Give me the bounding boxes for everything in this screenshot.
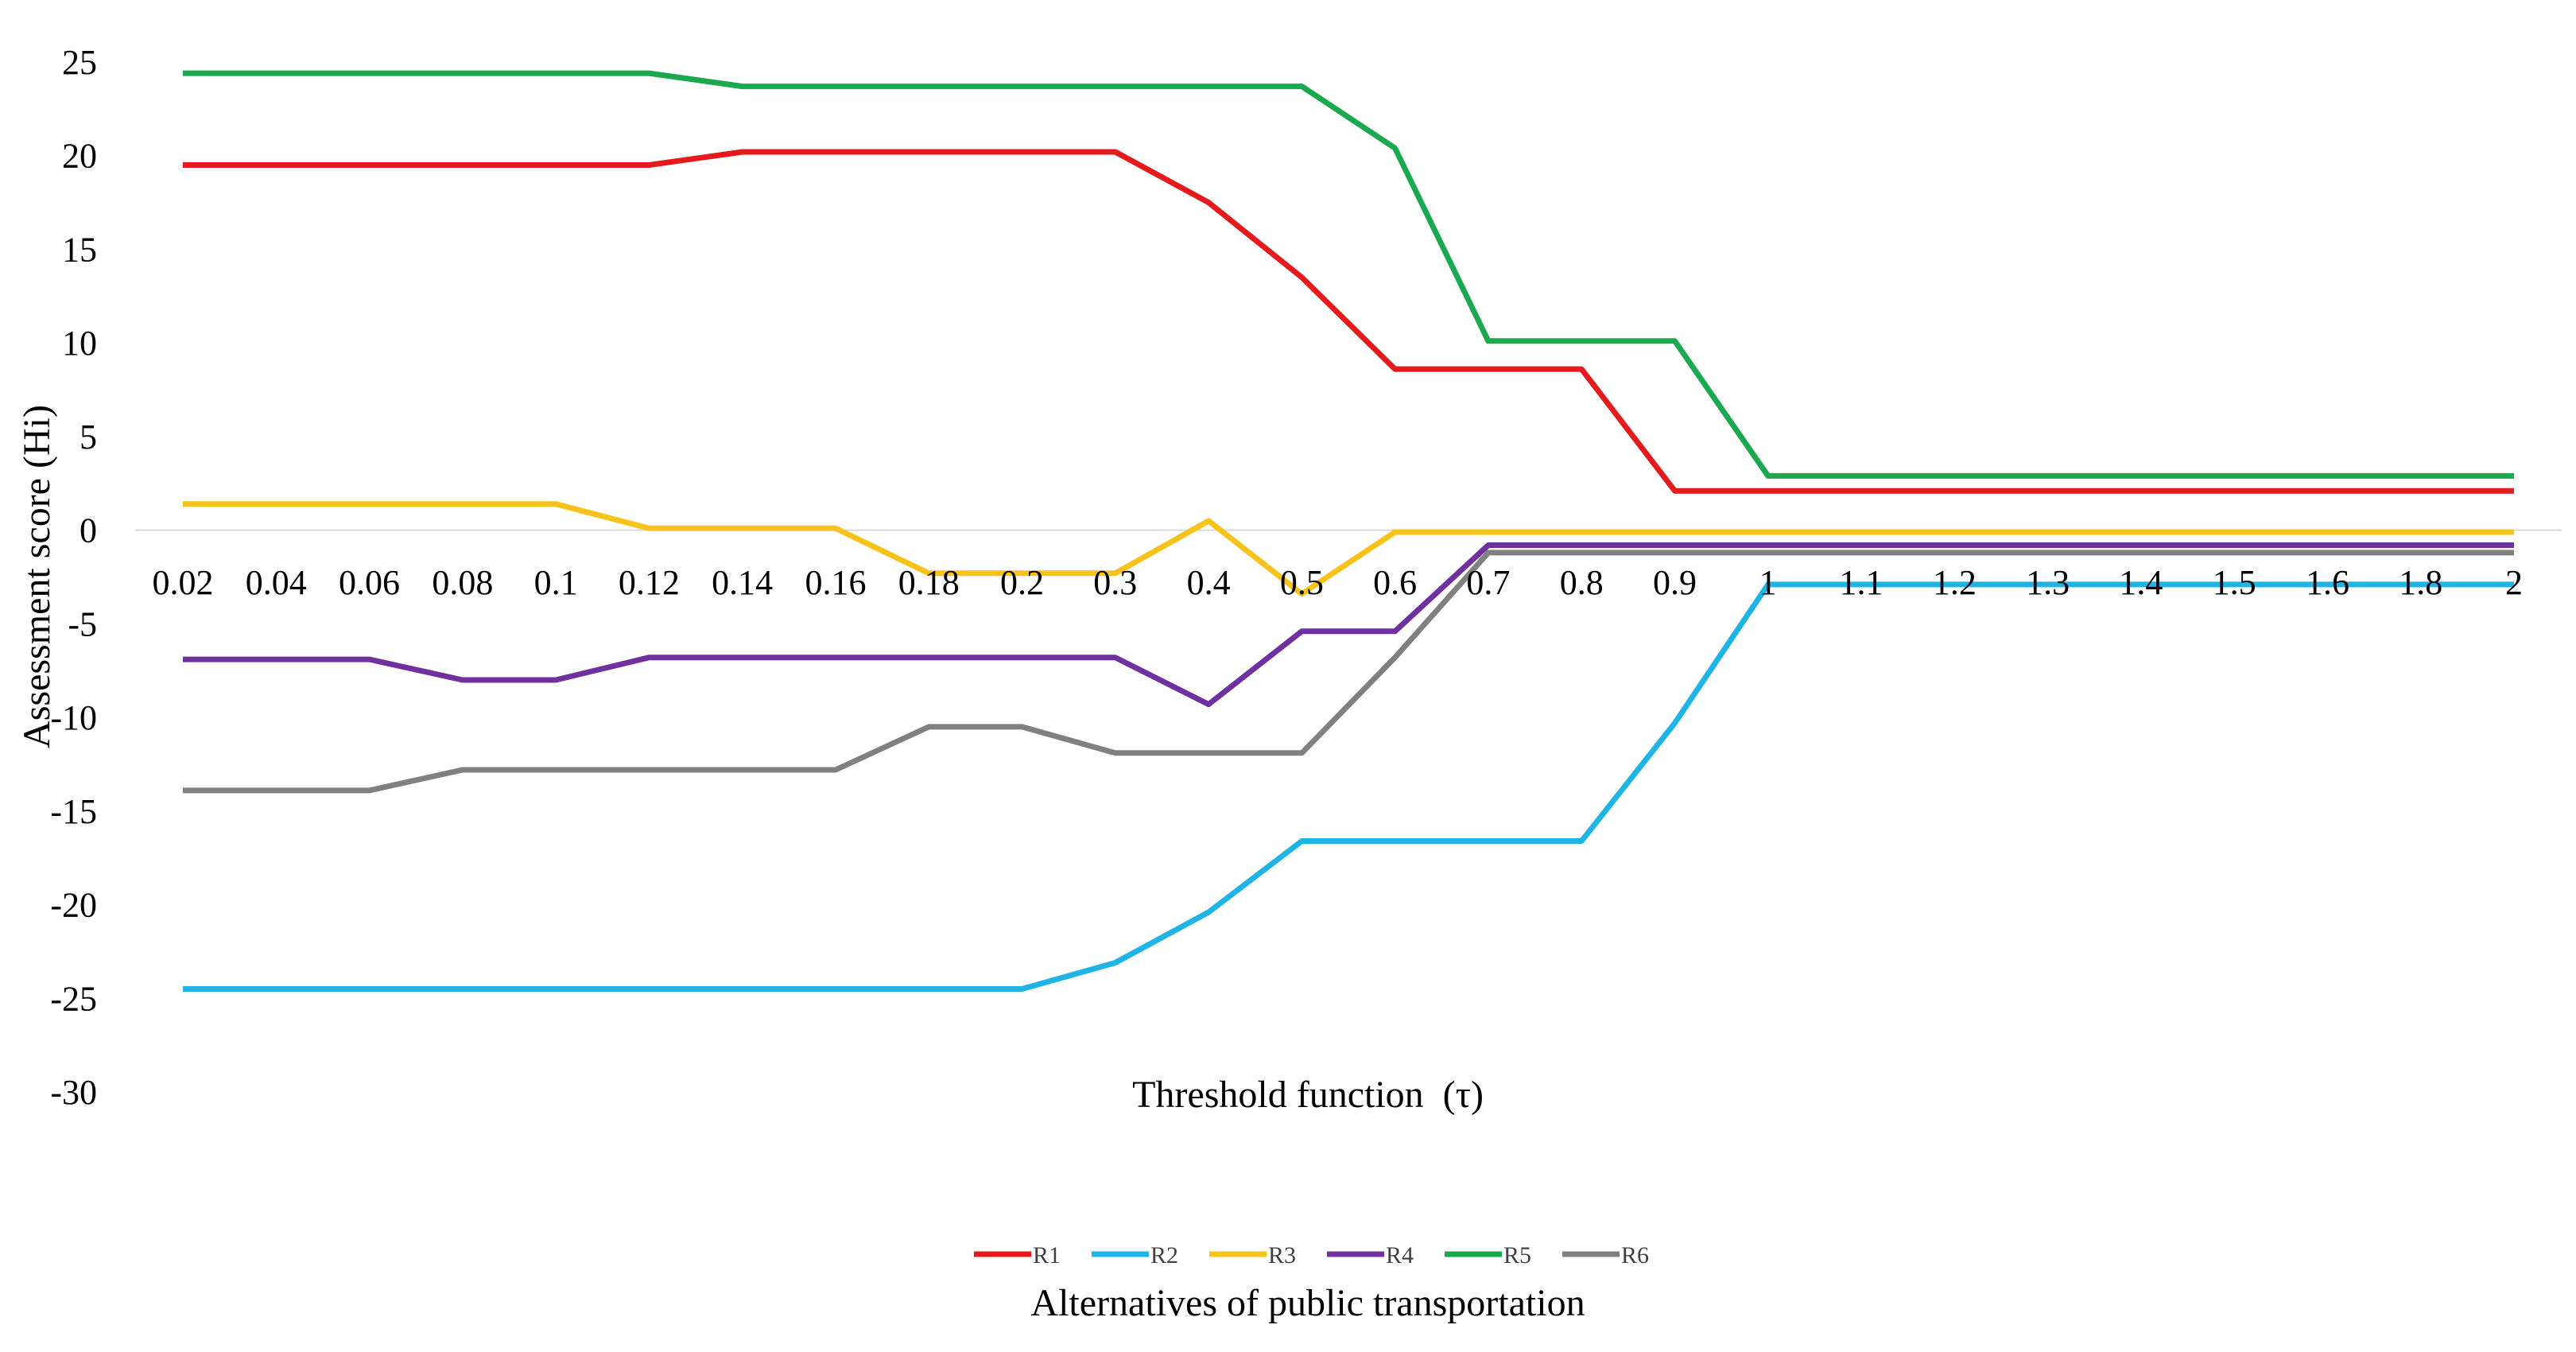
legend-label: R5 [1503,1242,1531,1268]
x-tick-label: 0.1 [534,563,578,602]
x-tick-label: 1.8 [2399,563,2442,602]
series-line-r2 [183,581,2514,992]
y-tick-label: 0 [80,511,97,550]
legend-label: R2 [1150,1242,1178,1268]
x-tick-label: 0.12 [619,563,680,602]
legend-label: R4 [1386,1242,1414,1268]
x-tick-label: 0.06 [339,563,400,602]
x-tick-label: 0.02 [153,563,214,602]
y-tick-label: -5 [68,604,97,643]
y-tick-label: 5 [80,418,97,456]
series-line-r6 [183,550,2514,794]
series-line-r1 [183,149,2514,494]
legend-item-r1: R1 [974,1242,1061,1268]
x-tick-label: 2 [2505,563,2523,602]
y-tick-label: 20 [62,137,97,176]
y-tick-label: -25 [50,979,97,1018]
x-tick-label: 0.16 [805,563,866,602]
x-tick-label: 0.9 [1653,563,1697,602]
series-line-r5 [183,70,2514,479]
x-tick-label: 1.2 [1933,563,1977,602]
legend-item-r5: R5 [1445,1242,1531,1268]
y-tick-label: 25 [62,43,97,82]
x-tick-label: 0.3 [1093,563,1137,602]
legend-label: R6 [1621,1242,1649,1268]
series-lines [183,70,2514,992]
series-line-r3 [183,501,2514,597]
y-tick-label: -30 [50,1073,97,1112]
x-tick-label: 0.4 [1187,563,1231,602]
x-tick-label: 1.5 [2213,563,2256,602]
y-tick-label: -20 [50,886,97,925]
x-tick-label: 0.5 [1280,563,1324,602]
y-axis-title: Assessment score (Hi) [16,405,58,748]
x-tick-label: 0.7 [1466,563,1510,602]
legend-label: R1 [1033,1242,1061,1268]
legend-item-r2: R2 [1092,1242,1178,1268]
y-tick-label: -10 [50,698,97,737]
y-tick-label: 10 [62,324,97,363]
x-tick-label: 1.1 [1840,563,1884,602]
x-tick-label: 0.2 [1000,563,1044,602]
legend-item-r3: R3 [1209,1242,1296,1268]
x-tick-label: 1.4 [2119,563,2163,602]
x-tick-label: 0.14 [712,563,773,602]
y-tick-label: 15 [62,230,97,269]
x-tick-label: 1.3 [2026,563,2070,602]
series-line-r4 [183,542,2514,708]
x-tick-label: 1.6 [2306,563,2349,602]
legend-item-r4: R4 [1327,1242,1414,1268]
legend-item-r6: R6 [1562,1242,1649,1268]
x-tick-label: 1 [1759,563,1777,602]
legend-title: Alternatives of public transportation [1030,1282,1585,1324]
x-tick-label: 0.04 [246,563,307,602]
x-tick-label: 0.08 [432,563,493,602]
legend-label: R3 [1268,1242,1296,1268]
y-axis-ticks: 25 20 15 10 5 0 -5 -10 -15 -20 -25 -30 [50,43,97,1112]
x-axis-title: Threshold function (τ) [1132,1074,1484,1116]
legend: R1 R2 R3 R4 R5 R6 [974,1242,1649,1268]
y-tick-label: -15 [50,792,97,831]
x-tick-label: 0.18 [898,563,960,602]
x-tick-label: 0.6 [1373,563,1417,602]
x-tick-label: 0.8 [1560,563,1604,602]
x-axis-ticks: 0.02 0.04 0.06 0.08 0.1 0.12 0.14 0.16 0.18 0.2 0.… [153,563,2524,602]
